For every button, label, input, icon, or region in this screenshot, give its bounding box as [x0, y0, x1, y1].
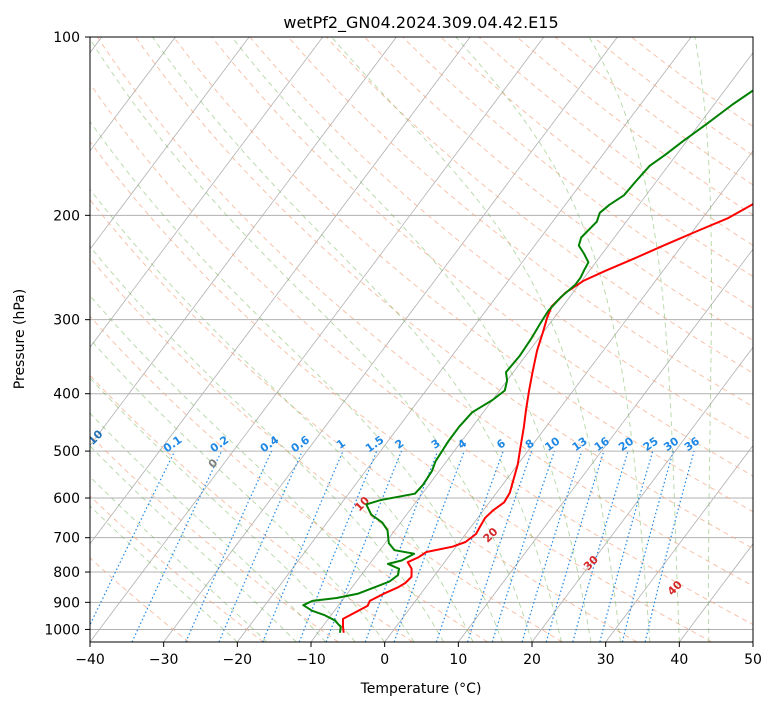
x-tick-label: 30 — [597, 652, 615, 668]
isotherm-line — [90, 37, 250, 250]
isotherm-line — [163, 37, 618, 642]
mixing-ratio-line — [90, 450, 176, 627]
mixing-ratio-line — [185, 450, 273, 642]
moist-adiabat-line — [90, 338, 386, 642]
x-tick-label: 10 — [449, 652, 467, 668]
dry-adiabat-line — [287, 37, 753, 408]
moist-adiabat-line — [90, 445, 297, 642]
x-tick-label: −10 — [296, 652, 326, 668]
moist-adiabat-line — [588, 37, 680, 642]
isotherm-line — [90, 37, 545, 642]
dry-adiabat-line — [90, 374, 414, 642]
y-axis-title: Pressure (hPa) — [12, 289, 28, 389]
isotherm-line — [384, 150, 753, 642]
moist-adiabat-line — [90, 476, 268, 642]
moist-adiabat-line — [331, 37, 621, 642]
moist-adiabat-line — [152, 37, 562, 642]
isotherm-line — [605, 444, 753, 642]
y-tick-label: 900 — [53, 595, 80, 611]
moist-adiabat-line — [90, 188, 474, 642]
isotherm-line — [531, 346, 753, 642]
dry-adiabat-line — [364, 37, 753, 341]
mixing-ratio-line — [325, 450, 403, 642]
mixing-ratio-line — [298, 450, 378, 642]
x-tick-label: 50 — [744, 652, 762, 668]
mixing-ratio-line — [393, 450, 465, 642]
moist-adiabat-line — [90, 245, 444, 642]
mixing-ratio-line — [435, 450, 504, 642]
plot-frame — [89, 36, 754, 643]
y-tick-label: 200 — [53, 208, 80, 224]
y-tick-label: 100 — [53, 30, 80, 46]
mixing-ratio-line — [491, 450, 555, 642]
axes: −40 −30 −20 −10 0 10 20 30 40 50 100 200 300 400 500 60… — [44, 30, 762, 668]
mixing-ratio-line — [521, 450, 583, 642]
moist-adiabat-line — [455, 37, 651, 642]
dry-adiabat-line — [90, 199, 638, 642]
chart-title: wetPf2_GN04.2024.309.04.42.E15 — [283, 13, 558, 33]
isotherm-line — [90, 37, 471, 545]
mixing-ratio-line — [262, 450, 344, 642]
mixing-ratio-line — [545, 450, 605, 642]
y-tick-label: 800 — [53, 565, 80, 581]
temperature-profile-line — [342, 202, 753, 633]
y-tick-label: 1000 — [44, 622, 80, 638]
dry-adiabat-line — [211, 37, 753, 477]
mixing-ratio-line — [466, 450, 533, 642]
mixing-ratio-line — [644, 450, 695, 642]
isotherm-line — [90, 37, 324, 348]
isotherm-line — [458, 248, 753, 642]
isotherm-line — [90, 37, 397, 447]
dry-adiabat-line — [173, 37, 753, 513]
x-tick-label: −20 — [223, 652, 253, 668]
dewpoint-profile-line — [302, 89, 753, 633]
isotherm-line — [237, 37, 692, 642]
dry-adiabat-line — [516, 37, 753, 216]
x-axis-title: Temperature (°C) — [360, 681, 482, 697]
x-tick-label: 0 — [380, 652, 389, 668]
dry-adiabat-line — [249, 37, 753, 442]
dry-adiabat-line — [325, 37, 753, 374]
isotherm-line — [90, 37, 176, 152]
y-tick-label: 400 — [53, 387, 80, 403]
y-tick-label: 500 — [53, 444, 80, 460]
mixing-ratio-line — [572, 450, 629, 642]
dry-adiabat-line — [555, 37, 753, 186]
mixing-ratio-line — [364, 450, 439, 642]
moist-adiabat-line — [694, 37, 712, 642]
x-tick-label: 40 — [670, 652, 688, 668]
mixing-ratio-line — [599, 450, 654, 642]
background-lines — [90, 37, 753, 642]
y-tick-label: 300 — [53, 313, 80, 329]
dry-adiabat-line — [90, 141, 712, 642]
y-tick-label: 700 — [53, 531, 80, 547]
moist-adiabat-line — [90, 120, 503, 642]
dry-adiabat-line — [478, 37, 753, 246]
plot-area — [90, 37, 753, 642]
moist-adiabat-line — [90, 412, 327, 642]
y-tick-label: 600 — [53, 491, 80, 507]
mixing-ratio-line — [621, 450, 674, 642]
x-tick-label: 20 — [523, 652, 541, 668]
sounding-profiles — [302, 89, 753, 633]
x-tick-label: −40 — [75, 652, 105, 668]
x-tick-label: −30 — [149, 652, 179, 668]
dry-adiabat-line — [135, 37, 753, 549]
mixing-ratio-line — [218, 450, 303, 642]
